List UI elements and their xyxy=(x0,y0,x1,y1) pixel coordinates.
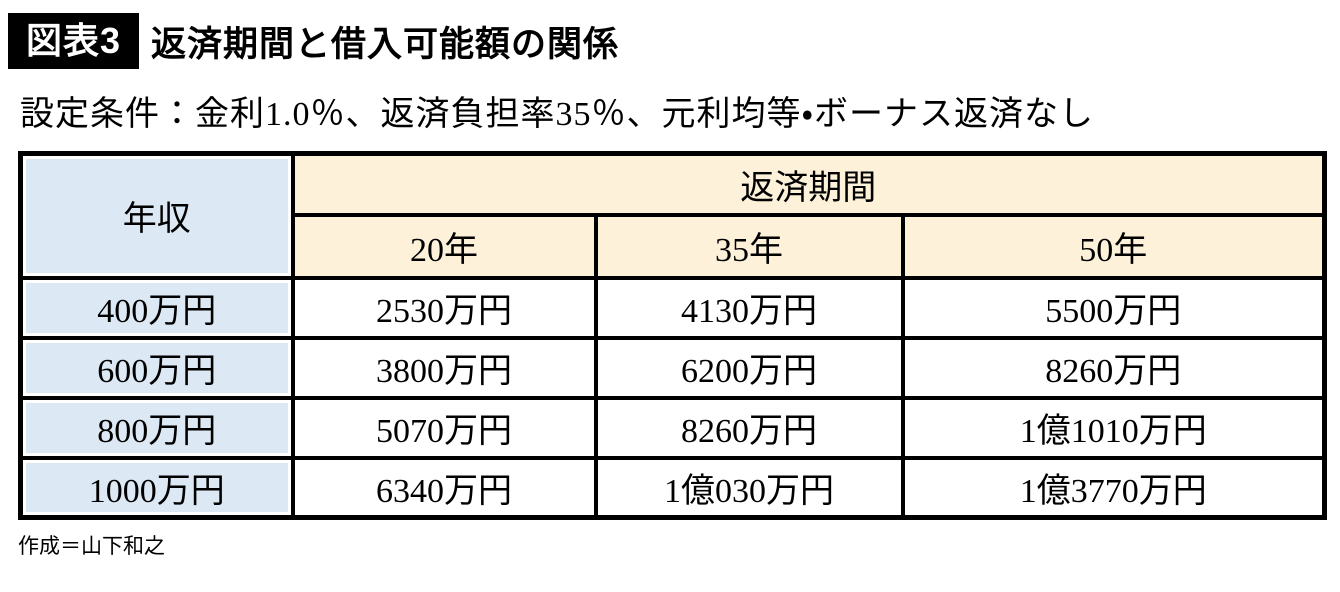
table-row: 1000万円 6340万円 1億030万円 1億3770万円 xyxy=(18,455,1327,520)
credit-line: 作成＝山下和之 xyxy=(18,535,165,558)
cell-value: 8260万円 xyxy=(900,335,1327,400)
cell-value: 3800万円 xyxy=(290,335,598,400)
figure-number-badge: 図表3 xyxy=(8,13,140,69)
corner-header-income: 年収 xyxy=(18,151,295,280)
figure-container: 図表3 返済期間と借入可能額の関係 設定条件：金利1.0％、返済負担率35％、元… xyxy=(0,12,1340,592)
table-row: 400万円 2530万円 4130万円 5500万円 xyxy=(18,275,1327,340)
row-header-income: 600万円 xyxy=(18,335,295,400)
cell-value: 2530万円 xyxy=(290,275,598,340)
row-header-income: 400万円 xyxy=(18,275,295,340)
table-header-period-row: 20年 35年 50年 xyxy=(21,212,1327,280)
loan-capacity-table: 年収 返済期間 20年 35年 50年 400万円 2530万円 4130万円 … xyxy=(18,151,1328,520)
assumption-note: 設定条件：金利1.0％、返済負担率35％、元利均等・ボーナス返済なし xyxy=(20,96,1095,133)
cell-value: 4130万円 xyxy=(593,275,905,340)
cell-value: 6200万円 xyxy=(593,335,905,400)
cell-value: 1億1010万円 xyxy=(900,395,1327,460)
column-header-35yr: 35年 xyxy=(593,212,905,280)
figure-title-row: 図表3 返済期間と借入可能額の関係 xyxy=(8,12,1340,70)
row-header-income: 1000万円 xyxy=(18,455,295,520)
cell-value: 6340万円 xyxy=(290,455,598,520)
table-row: 600万円 3800万円 6200万円 8260万円 xyxy=(18,335,1327,400)
cell-value: 5070万円 xyxy=(290,395,598,460)
cell-value: 1億030万円 xyxy=(593,455,905,520)
column-header-50yr: 50年 xyxy=(900,212,1327,280)
cell-value: 5500万円 xyxy=(900,275,1327,340)
figure-title: 返済期間と借入可能額の関係 xyxy=(151,24,620,64)
group-header-repayment-period: 返済期間 xyxy=(290,151,1327,217)
table-header-group-row: 年収 返済期間 xyxy=(18,151,1327,280)
table-row: 800万円 5070万円 8260万円 1億1010万円 xyxy=(18,395,1327,460)
row-header-income: 800万円 xyxy=(18,395,295,460)
cell-value: 8260万円 xyxy=(593,395,905,460)
column-header-20yr: 20年 xyxy=(290,212,598,280)
cell-value: 1億3770万円 xyxy=(900,455,1327,520)
